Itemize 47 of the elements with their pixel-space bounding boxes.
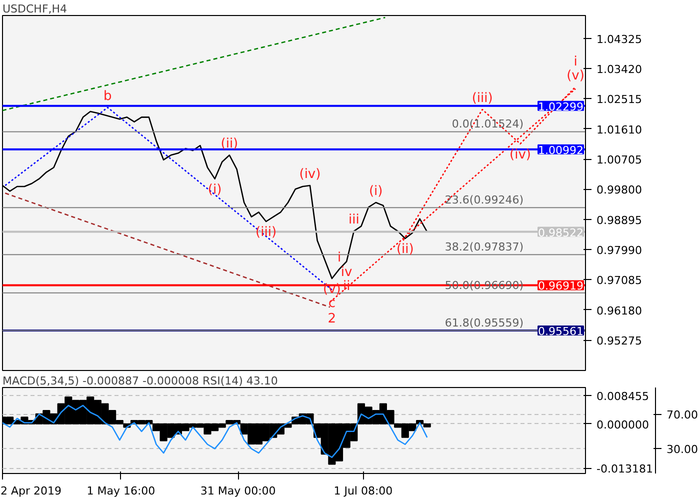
y-tick-label: 0.98895 <box>596 214 642 227</box>
annotation: (v) <box>566 68 584 84</box>
y2-tick-label: 70.00 <box>666 408 698 422</box>
y-tick-label: 1.02515 <box>596 93 642 106</box>
y2-tick-label: 30.00 <box>666 443 698 456</box>
annotation: (ii) <box>220 136 238 152</box>
ref-line-label: 0.95561 <box>538 324 584 338</box>
y-tick-label: 1.04325 <box>596 32 642 46</box>
x-tick-label: 31 May 00:00 <box>200 484 276 498</box>
y-tick-label: 0.008455 <box>596 390 649 403</box>
annotation: (iv) <box>510 147 532 162</box>
annotation: 2 <box>328 312 336 326</box>
annotation: (v) <box>323 282 341 297</box>
annotation: (ii) <box>396 242 414 257</box>
chart-title: MACD(5,34,5) -0.000887 -0.000008 RSI(14) 43.10 <box>2 374 278 388</box>
y-tick-label: 0.000000 <box>596 418 649 432</box>
y-tick-label: 0.97085 <box>596 274 642 288</box>
annotation: iv <box>340 265 353 280</box>
annotation: (i) <box>208 182 222 198</box>
x-tick-label: 2 Apr 2019 <box>0 484 62 498</box>
ref-line-label: 0.98522 <box>538 226 584 240</box>
annotation: i <box>337 250 342 266</box>
annotation: iii <box>348 212 360 228</box>
y-tick-label: 1.00705 <box>596 154 642 166</box>
y-tick-label: 1.01610 <box>596 123 642 136</box>
chart-title: USDCHF,H4 <box>2 2 68 16</box>
annotation: i <box>574 54 578 70</box>
y-tick-label: 1.03420 <box>596 63 642 76</box>
ref-line-label: 0.96919 <box>538 280 584 293</box>
y-tick-label: 0.95275 <box>596 334 642 348</box>
ref-line-label: 1.00992 <box>538 144 584 157</box>
ref-line-label: 1.02299 <box>538 100 584 114</box>
annotation: (iii) <box>472 91 493 106</box>
y-tick-label: 0.97990 <box>596 244 642 257</box>
annotation: (iv) <box>299 167 321 182</box>
ref-line-label: 61.8(0.95559) <box>444 316 524 330</box>
y-tick-label: 0.99800 <box>596 184 642 197</box>
ref-line-label: 38.2(0.97837) <box>444 240 524 254</box>
annotation: (i) <box>368 184 383 199</box>
y-tick-label: 0.96180 <box>596 304 642 318</box>
annotation: (iii) <box>256 225 277 240</box>
y-tick-label: -0.013181 <box>596 462 653 476</box>
x-tick-label: 1 May 16:00 <box>86 484 156 498</box>
ref-line-label: 23.6(0.99246) <box>444 194 524 207</box>
x-tick-label: 1 Jul 08:00 <box>334 484 393 498</box>
annotation: b <box>104 89 112 104</box>
annotation: c <box>328 296 336 311</box>
